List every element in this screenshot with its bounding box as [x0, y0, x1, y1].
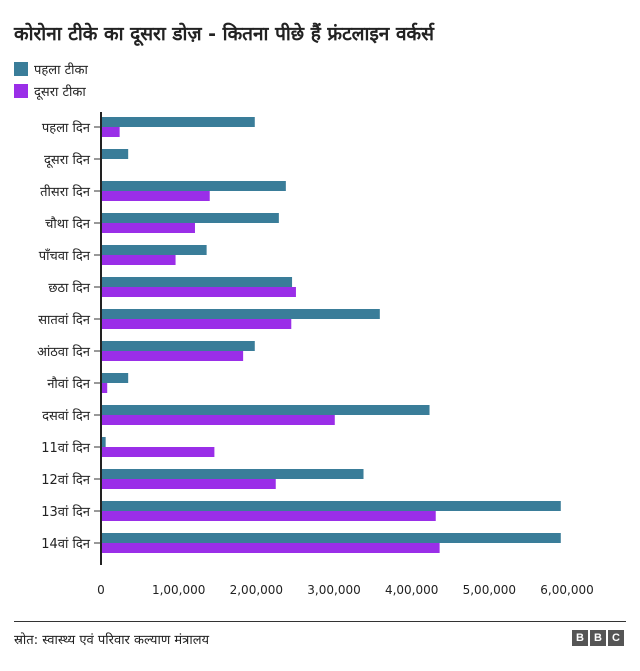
bar-first-dose: [101, 469, 364, 479]
category-label: पहला दिन: [42, 120, 91, 136]
x-tick-label: 4,00,000: [385, 583, 438, 597]
source-note: स्रोत: स्वास्थ्य एवं परिवार कल्याण मंत्र…: [14, 633, 210, 648]
bar-second-dose: [101, 127, 120, 137]
legend-item-first-dose: पहला टीका: [14, 60, 88, 78]
legend-swatch: [14, 84, 28, 98]
bar-second-dose: [101, 319, 292, 329]
x-tick-label: 5,00,000: [463, 583, 516, 597]
bar-first-dose: [101, 213, 279, 223]
bar-second-dose: [101, 479, 276, 489]
x-tick-label: 6,00,000: [540, 583, 593, 597]
legend-swatch: [14, 62, 28, 76]
bar-second-dose: [101, 287, 296, 297]
bar-first-dose: [101, 181, 286, 191]
logo-letter: C: [608, 630, 624, 646]
x-tick-label: 2,00,000: [230, 583, 283, 597]
bar-second-dose: [101, 415, 335, 425]
bar-second-dose: [101, 255, 176, 265]
x-tick-label: 0: [97, 583, 105, 597]
bar-first-dose: [101, 149, 129, 159]
bar-first-dose: [101, 373, 129, 383]
category-label: 14वां दिन: [41, 536, 91, 552]
bar-chart: पहला दिन दूसरा दिन तीसरा दिन चौथा दिन पाँचवा…: [37, 112, 594, 597]
divider: [14, 621, 626, 622]
chart-title: कोरोना टीके का दूसरा डोज़ - कितना पीछे ह…: [14, 23, 434, 45]
bar-second-dose: [101, 191, 210, 201]
category-label: सातवां दिन: [38, 312, 91, 328]
bar-second-dose: [101, 447, 215, 457]
bar-first-dose: [101, 309, 380, 319]
category-label: पाँचवा दिन: [39, 248, 91, 264]
category-label: तीसरा दिन: [40, 184, 91, 200]
category-label: आंठवा दिन: [37, 344, 91, 360]
bar-first-dose: [101, 277, 293, 287]
legend-item-second-dose: दूसरा टीका: [14, 82, 86, 100]
bar-first-dose: [101, 245, 207, 255]
x-tick-label: 1,00,000: [152, 583, 205, 597]
bar-first-dose: [101, 437, 106, 447]
legend-label: दूसरा टीका: [34, 85, 86, 100]
bar-second-dose: [101, 383, 108, 393]
logo-letter: B: [572, 630, 588, 646]
logo-letter: B: [590, 630, 606, 646]
category-label: दूसरा दिन: [44, 152, 91, 168]
bar-first-dose: [101, 533, 561, 543]
category-label: 11वां दिन: [41, 440, 91, 456]
category-label: दसवां दिन: [42, 408, 91, 424]
bar-first-dose: [101, 117, 255, 127]
bar-first-dose: [101, 405, 430, 415]
category-label: 12वां दिन: [41, 472, 91, 488]
bar-second-dose: [101, 543, 440, 553]
category-label: चौथा दिन: [45, 216, 91, 232]
bar-first-dose: [101, 501, 561, 511]
bar-second-dose: [101, 223, 195, 233]
legend-label: पहला टीका: [34, 63, 88, 78]
bar-second-dose: [101, 511, 436, 521]
category-label: नौवां दिन: [47, 376, 91, 392]
category-label: छठा दिन: [48, 280, 90, 296]
bar-second-dose: [101, 351, 244, 361]
x-tick-label: 3,00,000: [307, 583, 360, 597]
bar-first-dose: [101, 341, 255, 351]
category-label: 13वां दिन: [41, 504, 91, 520]
